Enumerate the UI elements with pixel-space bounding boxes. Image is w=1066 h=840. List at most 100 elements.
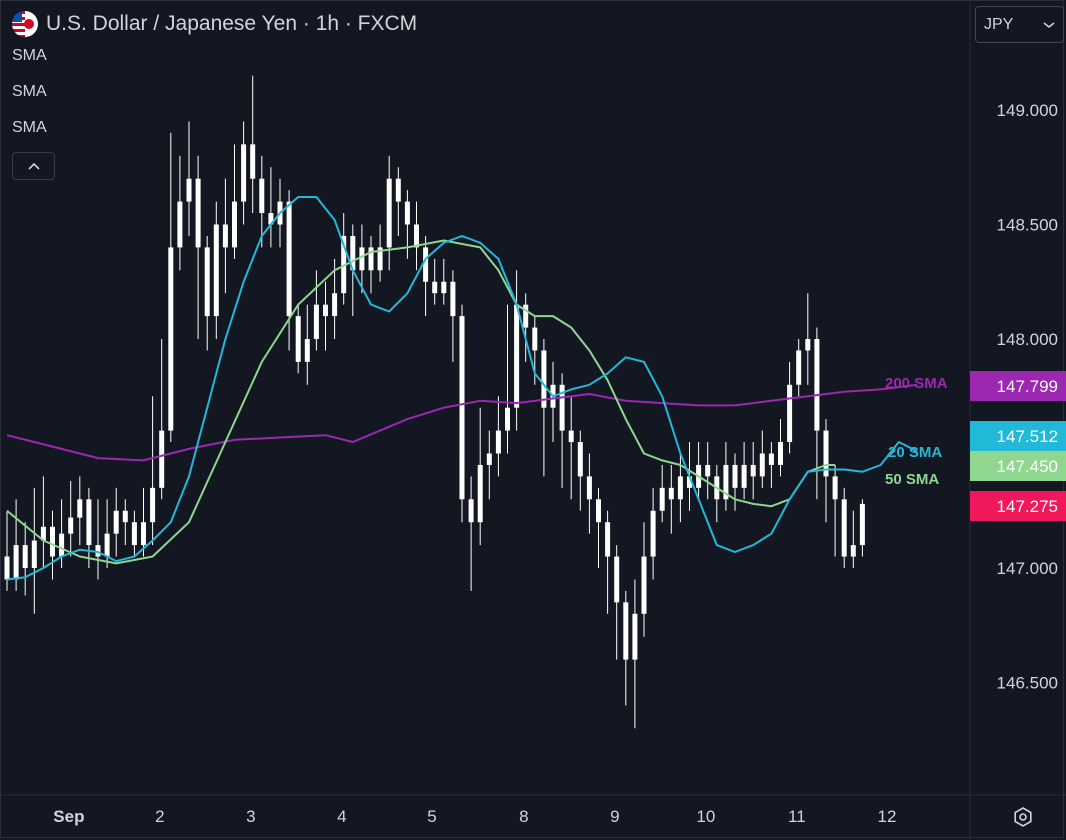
price-label: 147.450 [970,451,1066,481]
candle [732,453,738,511]
sma-20-line[interactable] [6,196,918,581]
candle [432,258,438,305]
candle [759,430,765,488]
sma-line-labels: 200 SMA 20 SMA 50 SMA [885,375,948,488]
candle [313,270,319,351]
candle [632,579,638,729]
candle [31,487,37,614]
candle [605,510,611,614]
sma-200-line[interactable] [6,383,918,462]
candle [741,442,747,500]
price-tick-label: 148.000 [997,330,1058,349]
candle [659,464,665,523]
svg-text:147.450: 147.450 [997,457,1058,476]
candle [459,304,465,523]
candle [304,304,310,385]
candle [159,339,165,500]
collapse-indicators-button[interactable] [12,152,55,180]
indicator-sma-1[interactable]: SMA [12,47,47,64]
candle [832,464,838,557]
candle [341,213,347,305]
candle [259,155,265,248]
price-label: 147.799 [970,371,1066,401]
candle [222,178,228,294]
candle [177,155,183,271]
candle [586,453,592,534]
candle [22,522,28,596]
candle [668,464,674,534]
time-tick-label: 12 [878,807,897,826]
usd-jpy-flag-icon [12,11,38,37]
candle [250,75,256,214]
candle [332,258,338,339]
candle [377,224,383,282]
indicator-sma-2[interactable]: SMA [12,83,47,100]
sma-200-label: 200 SMA [885,375,948,392]
candle [623,590,629,706]
sma-20-label: 20 SMA [888,444,942,461]
candle [787,361,793,454]
candle [423,235,429,317]
time-tick-label: 8 [519,807,528,826]
candle [477,407,483,546]
chevron-down-icon [1043,21,1055,28]
candle [195,155,201,339]
sma-50-line[interactable] [6,239,836,565]
candle [650,487,656,580]
candle [596,487,601,568]
symbol-title-row[interactable]: U.S. Dollar / Japanese Yen · 1h · FXCM [12,10,417,38]
time-tick-label: 3 [246,807,255,826]
candle [696,442,702,500]
indicator-sma-3[interactable]: SMA [12,119,47,136]
candle [204,235,210,351]
time-tick-label: 10 [696,807,715,826]
candle [150,396,156,546]
time-axis[interactable]: Sep 2 3 4 5 8 9 10 11 12 [53,807,896,826]
candle [768,442,774,488]
time-tick-label: 5 [427,807,436,826]
candle [386,155,392,271]
candle [141,487,146,557]
candle [705,442,711,500]
candle [286,190,292,351]
candle [814,327,820,500]
candle [805,293,811,385]
candle [486,430,492,500]
candle [122,499,128,546]
candle [77,476,83,546]
candle [614,545,620,660]
candle [450,270,456,362]
candle [641,522,647,637]
candle [86,487,92,568]
candle [514,270,520,431]
sma-lines [6,196,918,581]
candle [113,487,119,557]
candle [13,499,19,591]
candle [414,201,419,271]
candles [4,75,865,729]
candle [577,430,583,511]
svg-text:147.799: 147.799 [997,377,1058,396]
candle [368,235,374,294]
candle [241,121,247,225]
currency-select[interactable]: JPY [975,6,1064,43]
time-tick-label: 4 [337,807,346,826]
chart-settings-button[interactable] [1008,803,1038,831]
time-tick-label: 11 [788,807,806,826]
candle [823,419,829,523]
price-tick-label: 146.500 [997,674,1058,693]
time-tick-label: 2 [155,807,164,826]
candle [568,396,574,500]
candle [95,499,101,580]
svg-text:147.512: 147.512 [997,427,1058,446]
price-label: 147.512 [970,421,1066,451]
candle [750,442,756,500]
candle [550,361,556,443]
candle [468,476,474,591]
gear-icon [1014,807,1032,827]
candle [395,167,401,236]
chevron-up-icon [27,162,40,170]
candle [40,476,46,568]
price-label: 147.275 [970,491,1066,521]
